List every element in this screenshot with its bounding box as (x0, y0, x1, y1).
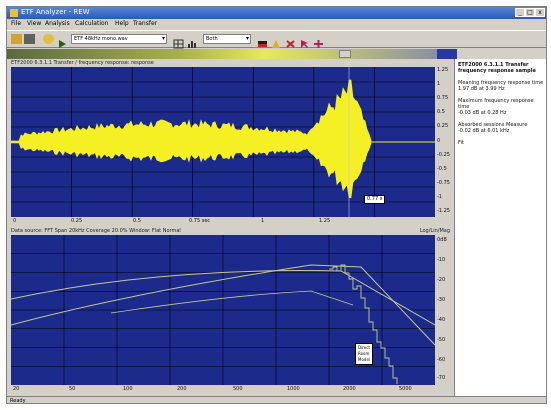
grid-icon[interactable] (173, 34, 184, 49)
x-tick: 500 (233, 386, 243, 392)
title-bar: ETF Analyzer - REW _ □ x (7, 7, 546, 19)
info-side-panel: ETF2000 6.3.1.1 Transfer frequency respo… (454, 59, 546, 399)
save-icon[interactable] (24, 34, 35, 44)
x-tick: 5000 (399, 386, 412, 392)
maximize-button[interactable]: □ (525, 8, 535, 17)
delete-icon[interactable] (285, 34, 296, 48)
spectrum-y-axis: 0dB -10 -20 -30 -40 -50 -60 -70 (435, 235, 455, 385)
waveform-y-axis: 1.25 1 0.75 0.5 0.25 0 -0.25 -0.5 -0.75 … (435, 67, 455, 217)
y-tick: -0.25 (437, 152, 450, 158)
x-tick: 50 (69, 386, 76, 392)
spectrum-canvas (11, 235, 435, 385)
x-tick: 1.25 (319, 218, 331, 224)
y-tick: 1.25 (437, 67, 449, 73)
waveform-plot[interactable]: 0.77 s (11, 67, 435, 217)
x-tick: 2000 (343, 386, 356, 392)
menu-bar: File View Analysis Calculation Help Tran… (7, 19, 546, 29)
info-line: Meaning frequency response time (458, 80, 544, 86)
menu-calculation[interactable]: Calculation (75, 20, 109, 27)
measured-curve (329, 264, 398, 384)
app-window: ETF Analyzer - REW _ □ x File View Analy… (6, 6, 547, 404)
direct-curve (110, 290, 354, 314)
x-tick: 0.25 (71, 218, 83, 224)
bottom-panel-title: Data source: FFT Span 20kHz Coverage 20.… (11, 228, 181, 234)
y-tick: -0.75 (437, 180, 450, 186)
cursor-time-label: 0.77 s (364, 195, 386, 204)
y-tick: -1.25 (437, 208, 450, 214)
y-tick: 1 (437, 81, 441, 87)
y-tick: -70 (437, 375, 446, 381)
menu-transfer[interactable]: Transfer (133, 20, 158, 27)
spectrum-legend: Direct Room Model (355, 343, 374, 365)
close-button[interactable]: x (535, 8, 545, 17)
status-bar: Ready (7, 396, 546, 403)
top-panel-header: ETF2000 6.3.1.1 Transfer / frequency res… (7, 59, 454, 67)
minimize-button[interactable]: _ (515, 8, 525, 17)
info-line: Fit (458, 140, 464, 146)
info-title: ETF2000 6.3.1.1 Transfer frequency respo… (458, 62, 536, 74)
y-tick: -50 (437, 337, 446, 343)
y-tick: -40 (437, 317, 446, 323)
x-tick: 0 (13, 218, 17, 224)
x-tick: 0.5 (133, 218, 141, 224)
menu-help[interactable]: Help (115, 20, 129, 27)
zoom-icon[interactable] (43, 34, 54, 44)
scale-mode-label[interactable]: Log/Lin/Mag (419, 228, 450, 234)
chart-icon[interactable] (187, 34, 198, 48)
overview-scroll-thumb[interactable] (339, 50, 351, 58)
open-icon[interactable] (11, 34, 22, 44)
y-tick: -60 (437, 357, 446, 363)
info-line: Absorbed sessions Measure (458, 122, 528, 128)
legend-item: Model (358, 357, 371, 362)
waveform-trace (11, 79, 372, 199)
add-icon[interactable] (313, 34, 324, 48)
spectrum-plot[interactable]: Direct Room Model (11, 235, 435, 385)
y-tick: 0.75 (437, 95, 449, 101)
bottom-panel-header: Data source: FFT Span 20kHz Coverage 20.… (7, 227, 454, 235)
overview-strip (7, 49, 546, 59)
overview-scrollbar[interactable] (7, 49, 437, 59)
y-tick: -0.5 (437, 166, 447, 172)
mode-select[interactable]: Both (203, 34, 251, 44)
menu-analysis[interactable]: Analysis (45, 20, 70, 27)
marker-icon[interactable] (271, 34, 282, 48)
info-line: Maximum frequency response time (458, 98, 534, 110)
info-line: -0.03 dB at 0.28 Hz (458, 110, 507, 116)
app-icon (10, 9, 18, 17)
flag-icon[interactable] (257, 34, 268, 47)
model-curve (11, 270, 435, 326)
window-title: ETF Analyzer - REW (21, 8, 90, 16)
y-tick: 0dB (437, 237, 447, 243)
y-tick: -10 (437, 257, 446, 263)
waveform-x-axis: 0 0.25 0.5 0.75 sec 1 1.25 (11, 217, 435, 225)
menu-file[interactable]: File (11, 20, 22, 27)
y-tick: -30 (437, 297, 446, 303)
y-tick: 0 (437, 138, 441, 144)
x-tick: 100 (123, 386, 133, 392)
legend-item: Direct (358, 345, 370, 350)
menu-view[interactable]: View (27, 20, 42, 27)
y-tick: -20 (437, 277, 446, 283)
room-curve (11, 264, 435, 346)
y-tick: -1 (437, 194, 442, 200)
toolbar: ETF 48kHz mono.wav Both (7, 30, 546, 49)
x-tick: 20 (13, 386, 20, 392)
x-tick: 0.75 sec (189, 218, 211, 224)
x-tick: 1 (261, 218, 265, 224)
waveform-canvas (11, 67, 435, 217)
y-tick: 0.5 (437, 109, 445, 115)
info-line: -0.02 dB at 6.01 kHz (458, 128, 510, 134)
spectrum-x-axis: 20 50 100 200 500 1000 2000 5000 (11, 385, 435, 393)
input-select[interactable]: ETF 48kHz mono.wav (71, 34, 167, 44)
cursor-icon[interactable] (299, 34, 310, 48)
legend-item: Room (358, 351, 370, 356)
y-tick: 0.25 (437, 123, 449, 129)
x-tick: 1000 (287, 386, 300, 392)
x-tick: 200 (177, 386, 187, 392)
overview-indicator (437, 49, 457, 59)
info-line: 1.97 dB at 3.99 Hz (458, 86, 505, 92)
play-icon[interactable] (57, 34, 68, 48)
